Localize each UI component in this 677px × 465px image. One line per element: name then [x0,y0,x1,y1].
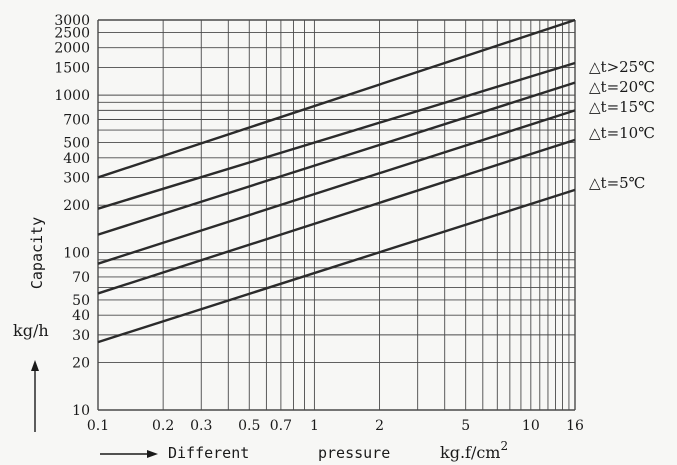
series-line-1 [97,18,576,179]
x-axis-arrow [100,450,158,458]
series-label: △t=15℃ [589,98,655,116]
y-tick-label: 1500 [54,60,90,76]
series-labels: △t>25℃ △t=20℃ △t=15℃ △t=10℃ △t=5℃ [589,58,655,192]
x-axis-unit: kg.f/cm [440,443,500,462]
x-axis-title-part1: Different [168,444,249,462]
x-axis-title-part2: pressure [318,444,390,462]
y-tick-label: 40 [72,308,90,324]
x-tick-label: 2 [375,418,384,434]
x-tick-label: 0.5 [238,418,260,434]
series-line-2 [97,61,576,210]
series-line-3 [97,81,576,236]
x-axis-unit-superscript: 2 [500,439,508,453]
series-line-5 [97,138,576,295]
x-tick-label: 16 [566,418,584,434]
x-tick-label: 10 [522,418,540,434]
y-tick-label: 30 [72,328,90,344]
y-tick-label: 200 [63,198,90,214]
y-tick-label: 1000 [54,88,90,104]
y-tick-label: 3000 [54,13,90,29]
y-tick-label: 400 [63,151,90,167]
series-label: △t=20℃ [589,78,655,96]
grid [97,19,576,411]
series-line-6 [97,188,576,344]
series-label: △t=5℃ [589,174,645,192]
x-axis-title-unit: kg.f/cm2 [440,439,508,462]
series-label: △t=10℃ [589,124,655,142]
y-tick-label: 100 [63,246,90,262]
y-tick-label: 70 [72,270,90,286]
y-axis-arrow [31,360,39,432]
series-label: △t>25℃ [589,58,655,76]
y-tick-label: 10 [72,403,90,419]
y-tick-label: 500 [63,136,90,152]
y-axis-unit: kg/h [13,321,49,340]
x-tick-labels: 0.1 0.2 0.3 0.5 0.7 1 2 5 10 16 [87,418,584,434]
x-tick-label: 1 [310,418,319,434]
y-tick-label: 2000 [54,41,90,57]
series-line-4 [97,109,576,265]
y-tick-label: 700 [63,113,90,129]
y-tick-label: 300 [63,170,90,186]
y-axis-title: Capacity [28,217,46,289]
x-tick-label: 5 [461,418,470,434]
series-lines [97,18,576,344]
y-tick-label: 2500 [54,25,90,41]
y-tick-label: 50 [72,293,90,309]
y-tick-label: 20 [72,356,90,372]
x-tick-label: 0.3 [190,418,212,434]
x-tick-label: 0.2 [152,418,174,434]
x-tick-label: 0.1 [87,418,109,434]
x-tick-label: 0.7 [270,418,292,434]
